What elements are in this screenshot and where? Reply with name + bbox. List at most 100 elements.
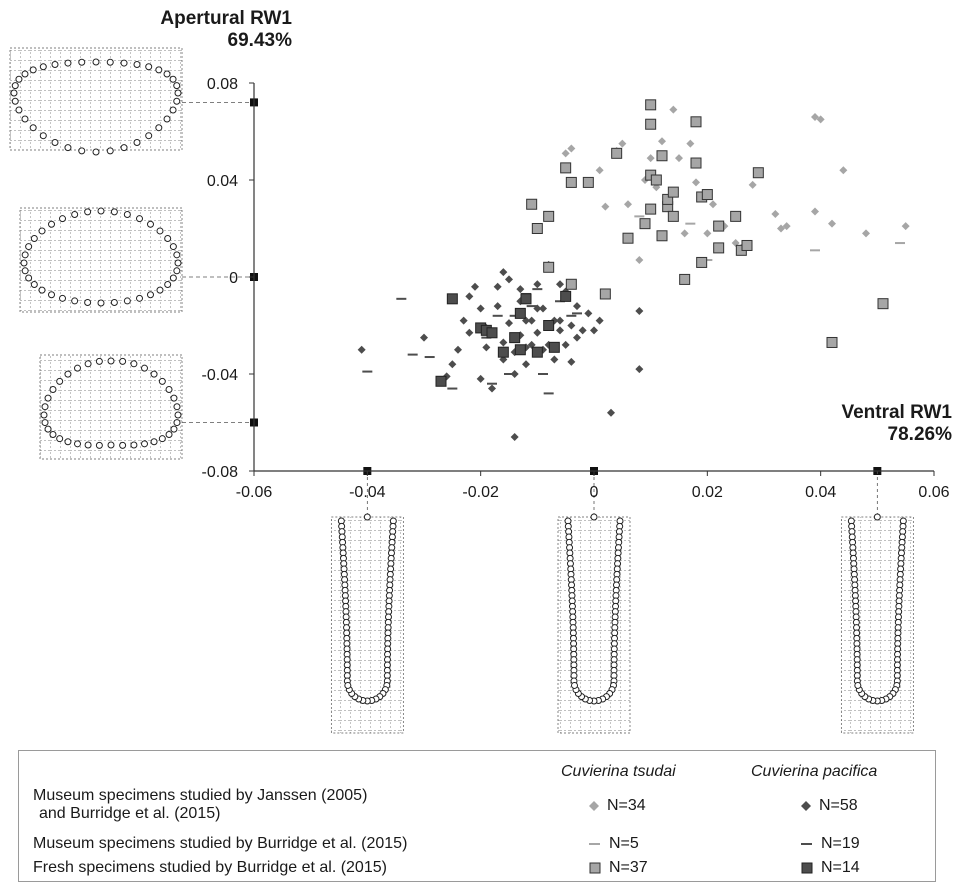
data-point-dash — [566, 314, 577, 317]
landmark-dot — [163, 115, 171, 123]
data-point-square — [543, 320, 555, 331]
axes: -0.08 -0.04 0 0.04 0.08 -0.06 -0.04 -0.02 0 0.02 0… — [202, 76, 950, 501]
data-point-diamond — [839, 166, 848, 175]
landmark-dot — [64, 370, 72, 378]
landmark-dot — [41, 419, 49, 427]
y-tick-label: 0.08 — [207, 76, 238, 93]
legend-item-pacifica-square: N=14 — [801, 859, 860, 877]
y-axis-title: Apertural RW1 69.43% — [160, 8, 292, 51]
data-point-square — [645, 118, 657, 130]
landmark-dot — [29, 124, 37, 132]
landmark-dot — [156, 286, 164, 294]
landmark-dot — [64, 438, 72, 446]
data-point-diamond — [527, 316, 536, 325]
data-point-diamond — [539, 304, 547, 313]
landmark-dot — [92, 58, 100, 66]
landmark-dot — [59, 294, 66, 302]
data-point-diamond — [811, 112, 819, 121]
data-point-square — [514, 344, 526, 356]
diamond-marker-icon — [589, 801, 599, 811]
data-point-dash — [538, 373, 548, 375]
landmark-dot — [173, 403, 181, 411]
data-point-square — [667, 186, 679, 198]
data-point-diamond — [420, 333, 428, 342]
data-point-diamond — [567, 144, 576, 153]
data-point-diamond — [510, 370, 519, 378]
data-point-diamond — [573, 333, 581, 342]
landmark-dot — [56, 435, 64, 443]
landmark-dot — [21, 70, 29, 78]
landmark-dot — [164, 235, 172, 242]
data-point-diamond — [476, 374, 485, 383]
square-marker-icon — [801, 862, 813, 874]
x-tick-label: 0 — [590, 484, 599, 501]
data-point-square — [543, 261, 555, 273]
data-point-dash — [532, 288, 543, 291]
data-point-diamond — [635, 365, 644, 374]
x-axis-title: Ventral RW1 78.26% — [841, 402, 952, 445]
data-point-square — [486, 327, 498, 339]
data-point-dash — [572, 312, 582, 315]
landmark-dot — [97, 299, 105, 307]
landmark-dot — [29, 66, 37, 74]
landmark-dot — [44, 425, 52, 433]
landmark-dot — [854, 681, 862, 689]
data-point-square — [826, 336, 838, 348]
landmark-dot — [107, 357, 115, 365]
data-point-diamond — [595, 166, 604, 175]
data-point-diamond — [493, 302, 502, 311]
landmark-dot — [84, 360, 92, 368]
data-points — [357, 99, 910, 442]
data-point-square — [662, 193, 674, 205]
data-point-square — [752, 167, 764, 179]
landmark-dot — [56, 377, 64, 385]
landmark-dot — [106, 147, 114, 155]
landmark-dot — [49, 430, 57, 438]
x-tick-label: 0.02 — [692, 484, 723, 501]
landmark-dot — [51, 138, 59, 146]
data-point-diamond — [499, 338, 508, 347]
landmark-dot — [165, 386, 173, 394]
data-point-diamond — [811, 207, 819, 216]
data-point-square — [701, 189, 713, 201]
landmark-dot — [21, 267, 29, 275]
data-point-square — [696, 256, 708, 268]
data-point-diamond — [533, 280, 542, 289]
landmark-dot — [169, 106, 177, 114]
landmark-dot — [146, 220, 154, 228]
data-point-diamond — [505, 319, 513, 328]
landmark-dot — [133, 138, 141, 146]
legend-item-tsudai-dash: N=5 — [589, 835, 639, 853]
data-point-diamond — [550, 355, 559, 364]
landmark-dot — [363, 513, 371, 521]
y-tick-label: 0.04 — [207, 173, 238, 190]
landmark-dot — [158, 377, 166, 385]
dash-marker-icon — [589, 843, 600, 845]
landmark-dot — [11, 97, 19, 105]
data-point-dash — [362, 370, 373, 373]
data-point-diamond — [669, 105, 678, 114]
landmark-dot — [174, 411, 182, 419]
landmark-dot — [21, 251, 29, 259]
data-point-square — [531, 346, 543, 358]
data-point-diamond — [448, 360, 457, 369]
data-point-square — [656, 230, 668, 242]
landmark-dot — [41, 403, 49, 411]
data-point-dash — [407, 353, 418, 356]
data-point-square — [565, 176, 577, 188]
data-point-square — [713, 220, 725, 232]
data-point-dash — [526, 305, 537, 308]
landmark-dot — [119, 441, 127, 449]
landmark-dot — [164, 281, 172, 288]
data-point-square — [622, 232, 634, 244]
data-point-dash — [685, 222, 696, 225]
data-point-diamond — [505, 275, 513, 284]
data-point-square — [565, 278, 577, 290]
data-point-square — [560, 290, 572, 302]
data-point-square — [497, 346, 509, 358]
landmark-dot — [11, 82, 19, 90]
data-point-diamond — [607, 408, 615, 417]
landmark-dot — [119, 357, 127, 365]
landmark-dot — [44, 394, 52, 402]
landmark-dot — [163, 70, 171, 78]
